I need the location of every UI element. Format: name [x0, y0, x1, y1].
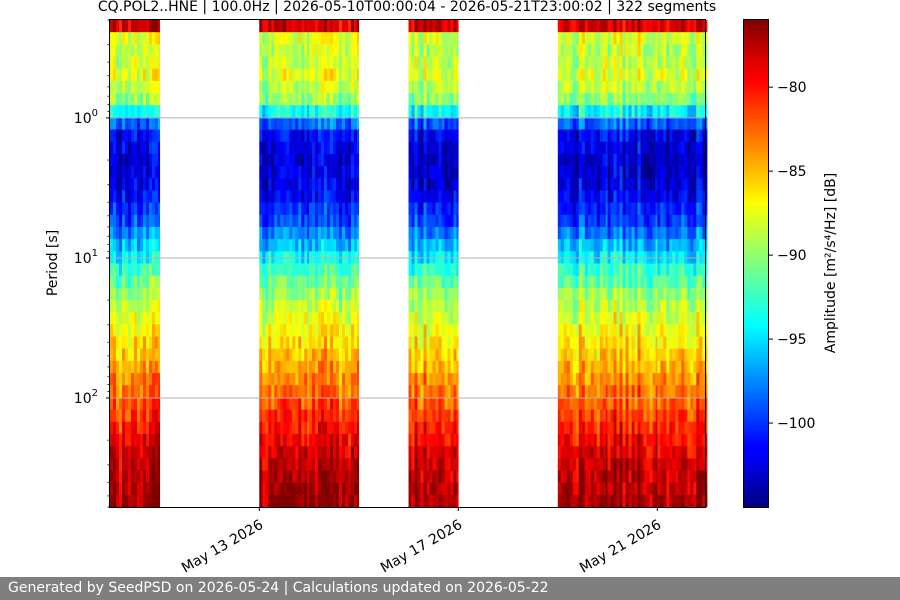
psd-segment	[309, 20, 360, 508]
colorbar-tick-label: −80	[777, 80, 807, 96]
footer-bar: Generated by SeedPSD on 2026-05-24 | Cal…	[0, 577, 900, 600]
x-axis: May 13 2026 May 17 2026 May 21 2026	[179, 507, 664, 576]
colorbar-tick-label: −100	[777, 416, 815, 432]
psd-segment	[259, 20, 310, 508]
colorbar-tick-label: −85	[777, 164, 807, 180]
heatmap-layer	[110, 20, 708, 508]
y-axis: 10−1100101102	[74, 19, 110, 508]
footer-text: Generated by SeedPSD on 2026-05-24 | Cal…	[8, 580, 549, 596]
y-tick-label: 100	[74, 108, 98, 127]
x-tick-label: May 21 2026	[577, 517, 664, 577]
colorbar	[743, 19, 769, 508]
psd-segment	[557, 20, 608, 508]
psd-segment	[408, 20, 459, 508]
psd-segment	[657, 20, 708, 508]
psd-segment	[607, 20, 658, 508]
colorbar-tick-label: −95	[777, 332, 807, 348]
colorbar-axis: −80 −85 −90 −95 −100	[769, 80, 815, 432]
colorbar-tick-label: −90	[777, 248, 807, 264]
x-tick-label: May 17 2026	[378, 517, 465, 577]
x-tick-label: May 13 2026	[179, 517, 266, 577]
y-tick-label: 101	[74, 248, 98, 267]
grid-layer	[110, 117, 705, 399]
psd-segment	[110, 20, 161, 508]
y-axis-label: Period [s]	[45, 230, 61, 296]
psd-figure: CQ.POL2..HNE | 100.0Hz | 2026-05-10T00:0…	[45, 0, 839, 576]
chart-title: CQ.POL2..HNE | 100.0Hz | 2026-05-10T00:0…	[98, 0, 716, 15]
plot-frame	[109, 19, 706, 508]
colorbar-label: Amplitude [m²/s⁴/Hz] [dB]	[823, 173, 839, 353]
y-tick-label: 102	[74, 388, 98, 407]
